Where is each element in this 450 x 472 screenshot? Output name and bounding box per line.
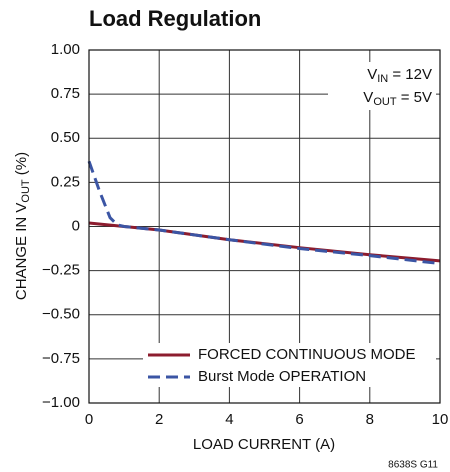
legend-label: Burst Mode OPERATION [198, 368, 366, 385]
x-tick-label: 6 [295, 411, 303, 428]
x-tick-label: 2 [155, 411, 163, 428]
x-tick-label: 10 [432, 411, 449, 428]
y-tick-label: −0.75 [42, 350, 80, 367]
plot-frame [88, 49, 441, 404]
y-tick-label: 0.75 [51, 85, 80, 102]
annotation-background [328, 62, 436, 110]
y-tick-label: −0.25 [42, 262, 80, 279]
y-tick-label: 0 [72, 217, 80, 234]
x-tick-label: 0 [85, 411, 93, 428]
annotation-subscript: OUT [373, 96, 397, 108]
y-axis-label: CHANGE IN VOUT (%) [13, 152, 32, 300]
y-tick-label: 0.50 [51, 129, 80, 146]
legend-background [143, 343, 436, 387]
annotation: VIN = 12V [367, 66, 432, 85]
y-tick-label: 1.00 [51, 41, 80, 58]
annotation-text: V [363, 89, 373, 106]
annotation-text: = 5V [397, 89, 432, 106]
y-tick-label: −1.00 [42, 394, 80, 411]
legend-label: FORCED CONTINUOUS MODE [198, 346, 416, 363]
annotation-text: = 12V [388, 66, 432, 83]
data-line [87, 160, 441, 266]
figure-code: 8638S G11 [388, 460, 438, 471]
x-axis-label: LOAD CURRENT (A) [193, 436, 335, 453]
annotation-subscript: IN [377, 73, 388, 85]
annotation: VOUT = 5V [363, 89, 432, 108]
chart-title: Load Regulation [89, 6, 261, 31]
y-tick-label: −0.50 [42, 306, 80, 323]
x-tick-label: 8 [366, 411, 374, 428]
y-tick-label: 0.25 [51, 173, 80, 190]
x-tick-label: 4 [225, 411, 233, 428]
annotation-text: V [367, 66, 377, 83]
